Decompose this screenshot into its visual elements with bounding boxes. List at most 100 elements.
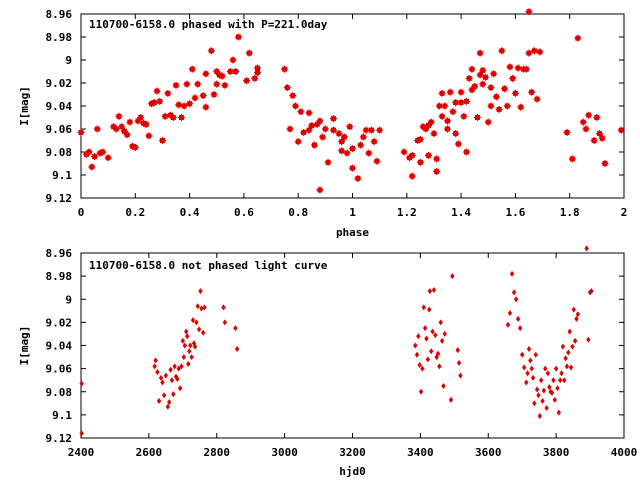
- data-point: [234, 345, 240, 352]
- data-point: [408, 172, 416, 180]
- data-point: [123, 131, 131, 139]
- data-point: [511, 89, 519, 97]
- data-point: [559, 370, 564, 377]
- data-point: [221, 304, 226, 311]
- y-tick-label: 9.08: [46, 386, 73, 399]
- data-point: [281, 65, 289, 73]
- chart-title: 110700-6158.0 phased with P=221.0day: [89, 18, 328, 31]
- data-point: [305, 109, 313, 117]
- data-point: [191, 94, 199, 102]
- x-tick-label: 1.8: [560, 206, 580, 219]
- data-point: [359, 133, 367, 141]
- data-point: [455, 347, 460, 354]
- data-point: [522, 364, 527, 371]
- data-point: [283, 84, 291, 92]
- data-point: [509, 74, 517, 82]
- data-point: [115, 112, 123, 120]
- data-point: [593, 114, 601, 121]
- data-point: [305, 126, 313, 134]
- data-point: [563, 128, 571, 136]
- data-point: [601, 160, 609, 167]
- data-point: [232, 68, 240, 75]
- data-point: [571, 306, 576, 313]
- data-point: [175, 376, 180, 383]
- data-point: [506, 63, 514, 71]
- data-point: [515, 315, 521, 322]
- data-point: [194, 319, 199, 326]
- data-point: [229, 56, 237, 64]
- data-point: [427, 118, 435, 126]
- data-point: [433, 168, 441, 176]
- y-tick-label: 8.96: [46, 8, 73, 21]
- data-point: [418, 388, 424, 395]
- data-point: [180, 102, 188, 110]
- data-point: [408, 151, 416, 159]
- data-point: [570, 343, 575, 350]
- data-point: [444, 117, 452, 125]
- x-tick-label: 4000: [611, 446, 638, 459]
- data-point: [444, 125, 452, 133]
- data-point: [195, 303, 200, 310]
- data-point: [183, 80, 191, 88]
- data-point: [530, 47, 538, 55]
- data-point: [161, 112, 169, 120]
- x-tick-label: 1: [349, 206, 356, 219]
- data-point: [198, 288, 203, 295]
- data-point: [495, 105, 503, 113]
- data-point: [463, 97, 471, 105]
- data-point: [487, 102, 495, 110]
- x-tick-label: 1.6: [505, 206, 525, 219]
- x-tick-label: 0: [78, 206, 85, 219]
- data-point: [422, 325, 428, 332]
- data-point: [185, 333, 190, 340]
- data-point: [566, 349, 571, 356]
- data-point: [538, 377, 544, 384]
- data-point: [425, 356, 431, 363]
- data-point: [568, 364, 574, 371]
- data-point: [549, 389, 555, 396]
- phased-light-curve-chart: 0 0.2 0.4 0.6 0.8 1 1.2 1.4 1.6 1.8 2 8.96 8.98 9 9.02…: [18, 8, 627, 239]
- unphased-light-curve-chart: 2400 2600 2800 3000 3200 3400 3600 3800 4000 8.96…: [18, 245, 637, 478]
- data-point: [416, 135, 424, 143]
- data-point: [161, 392, 167, 399]
- data-point: [156, 398, 162, 404]
- data-point: [579, 118, 587, 126]
- data-point: [501, 85, 509, 93]
- data-point: [218, 72, 226, 80]
- data-point: [234, 33, 242, 41]
- y-tick-label: 9.04: [46, 100, 73, 113]
- data-point: [168, 366, 173, 373]
- x-tick-label: 2: [621, 206, 628, 219]
- y-tick-label: 9.06: [46, 123, 73, 136]
- data-point: [479, 80, 487, 88]
- x-tick-label: 1.2: [397, 206, 417, 219]
- x-tick-label: 0.6: [234, 206, 254, 219]
- data-point: [324, 158, 332, 166]
- data-point: [560, 343, 566, 350]
- data-point: [160, 379, 165, 386]
- data-point: [310, 141, 318, 149]
- x-axis-title: hjd0: [339, 465, 366, 478]
- x-tick-label: 3000: [271, 446, 298, 459]
- data-point: [553, 365, 559, 372]
- data-point: [207, 47, 215, 55]
- data-point: [289, 92, 297, 100]
- data-point: [442, 330, 448, 337]
- x-axis-title: phase: [336, 226, 369, 239]
- data-point: [172, 363, 177, 370]
- data-point: [448, 396, 454, 403]
- data-point: [294, 138, 302, 146]
- data-point: [465, 74, 473, 82]
- data-point: [177, 385, 183, 392]
- data-point: [563, 355, 568, 362]
- x-tick-label: 0.4: [180, 206, 200, 219]
- data-point: [184, 328, 189, 335]
- data-point: [505, 321, 511, 328]
- data-point: [525, 49, 533, 57]
- data-point: [169, 114, 177, 121]
- data-point: [329, 115, 337, 123]
- data-point: [544, 404, 549, 411]
- data-point: [582, 125, 590, 133]
- x-tick-label: 0.2: [125, 206, 145, 219]
